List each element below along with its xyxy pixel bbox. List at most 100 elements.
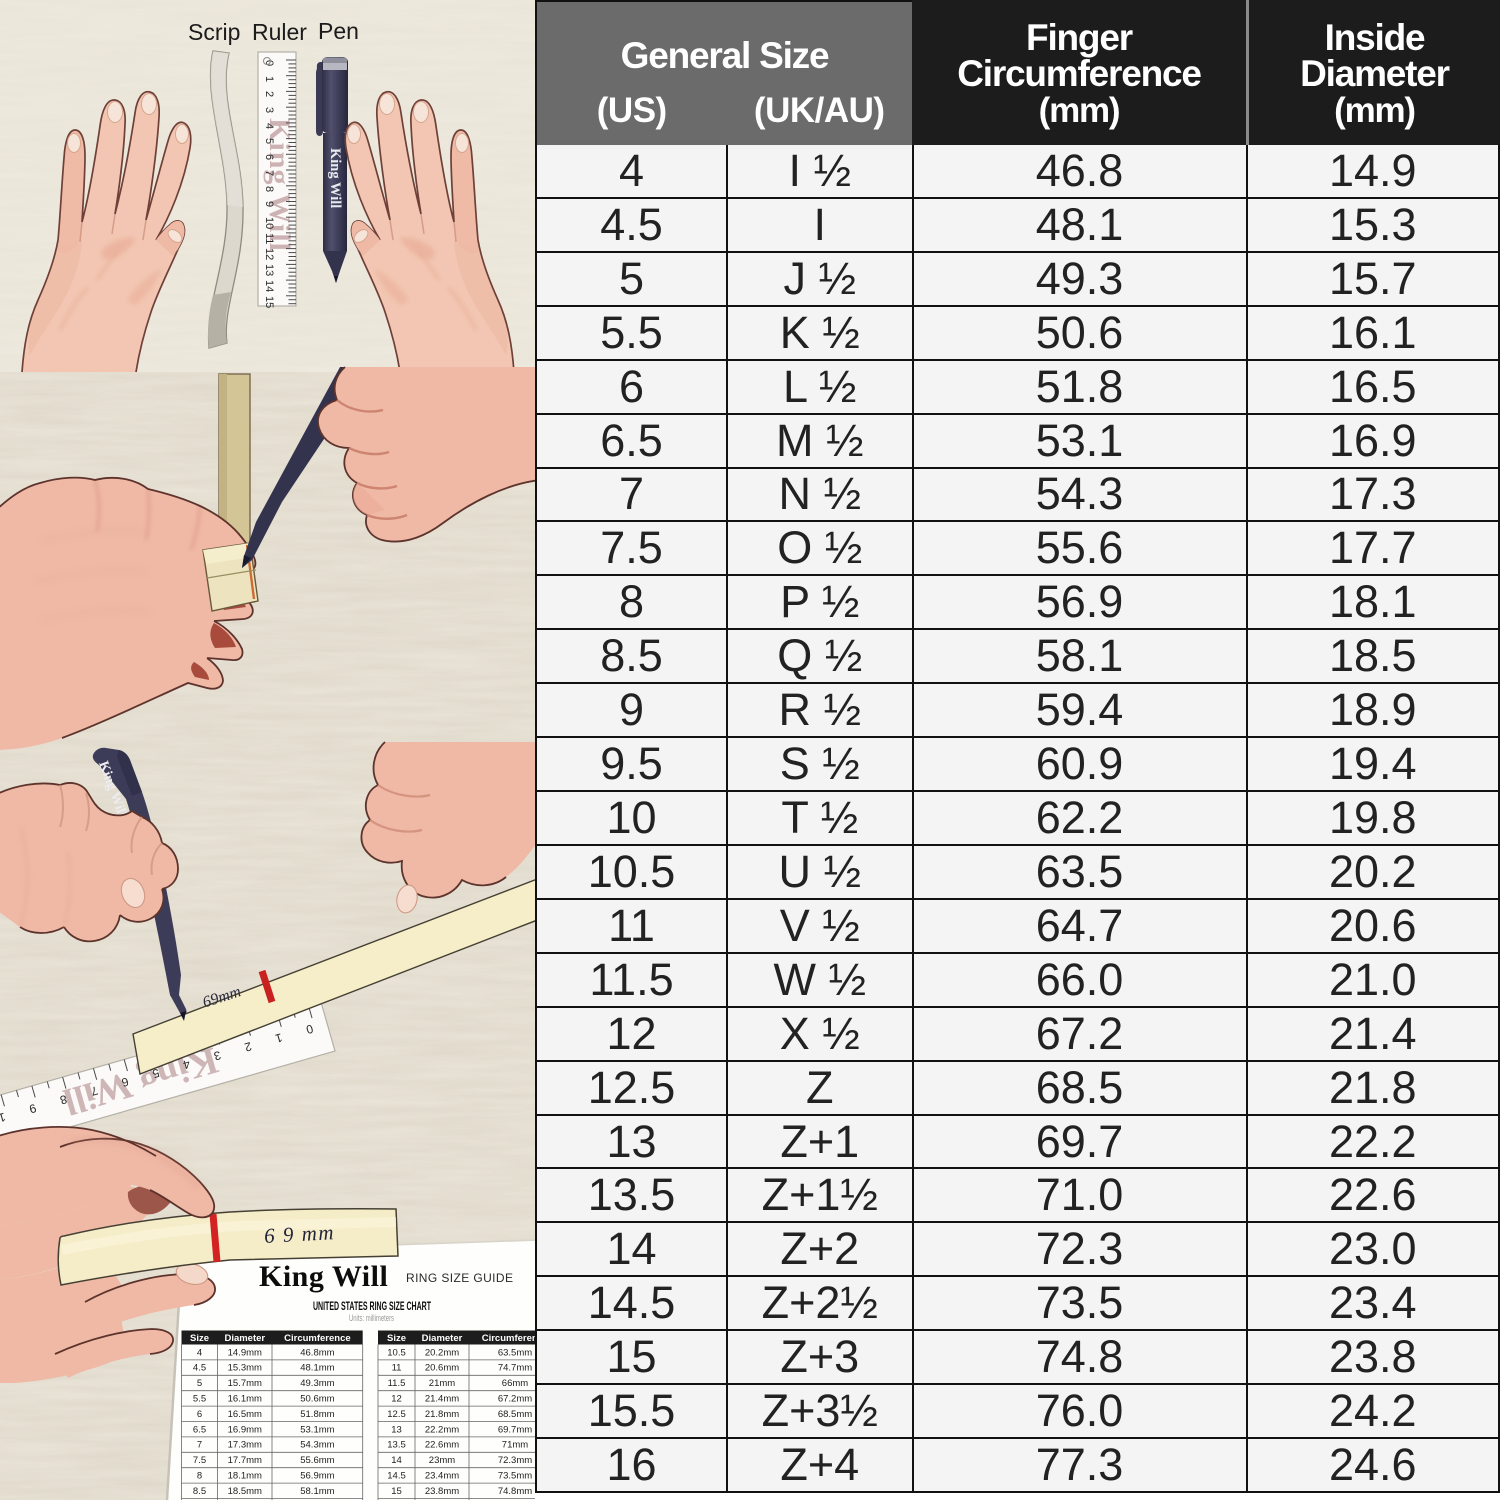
svg-text:Circumference: Circumference: [482, 1333, 535, 1344]
svg-text:7: 7: [89, 1083, 100, 1098]
svg-text:17.7mm: 17.7mm: [228, 1455, 262, 1466]
svg-text:14: 14: [391, 1455, 402, 1466]
svg-text:Size: Size: [190, 1333, 209, 1344]
svg-text:UNITED STATES RING SIZE CHART: UNITED STATES RING SIZE CHART: [313, 1299, 431, 1313]
svg-text:8.5: 8.5: [193, 1486, 206, 1497]
svg-text:King Will: King Will: [327, 148, 343, 208]
svg-text:Diameter: Diameter: [224, 1333, 265, 1344]
svg-text:14.5: 14.5: [387, 1471, 406, 1482]
svg-text:13: 13: [263, 264, 275, 276]
svg-text:23.4mm: 23.4mm: [425, 1471, 459, 1482]
svg-text:12: 12: [391, 1394, 402, 1405]
svg-text:23.8mm: 23.8mm: [425, 1486, 459, 1497]
svg-text:6: 6: [263, 154, 275, 160]
svg-text:0: 0: [263, 60, 275, 66]
svg-text:20.6mm: 20.6mm: [425, 1363, 459, 1374]
svg-text:5.5: 5.5: [193, 1394, 206, 1405]
svg-text:King Will: King Will: [263, 118, 296, 252]
svg-text:16.9mm: 16.9mm: [228, 1424, 262, 1435]
svg-text:5: 5: [150, 1066, 161, 1081]
svg-text:21.4mm: 21.4mm: [425, 1394, 459, 1405]
svg-text:Ruler: Ruler: [252, 19, 307, 45]
svg-text:15.3mm: 15.3mm: [228, 1363, 262, 1374]
svg-text:Units: millimeters: Units: millimeters: [349, 1313, 394, 1323]
svg-text:68.5mm: 68.5mm: [498, 1409, 532, 1420]
svg-text:12: 12: [263, 248, 275, 260]
svg-text:9: 9: [263, 201, 275, 207]
svg-text:Size: Size: [387, 1333, 406, 1344]
svg-text:49.3mm: 49.3mm: [300, 1378, 334, 1389]
svg-text:10: 10: [263, 217, 275, 229]
svg-text:4.5: 4.5: [193, 1363, 206, 1374]
svg-text:69.7mm: 69.7mm: [498, 1424, 532, 1435]
svg-text:15: 15: [263, 296, 275, 308]
svg-text:54.3mm: 54.3mm: [300, 1440, 334, 1451]
svg-text:10: 10: [0, 1110, 7, 1127]
svg-text:15: 15: [391, 1486, 402, 1497]
svg-text:6 9 mm: 6 9 mm: [264, 1220, 336, 1248]
svg-text:16.5mm: 16.5mm: [228, 1409, 262, 1420]
svg-text:4: 4: [197, 1347, 202, 1358]
svg-text:Circumference: Circumference: [284, 1333, 351, 1344]
svg-text:8: 8: [263, 186, 275, 192]
svg-text:22.2mm: 22.2mm: [425, 1424, 459, 1435]
svg-text:7: 7: [263, 170, 275, 176]
svg-text:11: 11: [392, 1363, 402, 1374]
svg-text:23mm: 23mm: [429, 1455, 455, 1466]
svg-text:8: 8: [58, 1092, 69, 1107]
svg-text:56.9mm: 56.9mm: [300, 1471, 334, 1482]
svg-text:7.5: 7.5: [193, 1455, 206, 1466]
svg-text:48.1mm: 48.1mm: [300, 1363, 334, 1374]
svg-text:4: 4: [181, 1057, 192, 1072]
svg-text:Diameter: Diameter: [422, 1333, 463, 1344]
svg-text:8: 8: [197, 1471, 202, 1482]
svg-text:21mm: 21mm: [429, 1378, 455, 1389]
svg-text:66mm: 66mm: [502, 1378, 528, 1389]
svg-text:16.1mm: 16.1mm: [228, 1394, 262, 1405]
svg-text:15.7mm: 15.7mm: [228, 1378, 262, 1389]
svg-text:18.1mm: 18.1mm: [228, 1471, 262, 1482]
svg-text:3: 3: [263, 107, 275, 113]
svg-text:11.5: 11.5: [388, 1378, 406, 1389]
svg-text:1: 1: [273, 1030, 284, 1045]
svg-text:72.3mm: 72.3mm: [498, 1455, 532, 1466]
svg-text:3: 3: [212, 1048, 223, 1063]
svg-text:1: 1: [263, 76, 275, 82]
svg-text:21.8mm: 21.8mm: [425, 1409, 459, 1420]
svg-text:55.6mm: 55.6mm: [300, 1455, 334, 1466]
svg-text:73.5mm: 73.5mm: [498, 1471, 532, 1482]
svg-text:18.5mm: 18.5mm: [228, 1486, 262, 1497]
svg-text:71mm: 71mm: [502, 1440, 528, 1451]
svg-text:6: 6: [120, 1074, 131, 1089]
svg-text:46.8mm: 46.8mm: [300, 1347, 334, 1358]
svg-text:50.6mm: 50.6mm: [300, 1394, 334, 1405]
svg-text:Scrip: Scrip: [188, 19, 240, 45]
svg-text:6.5: 6.5: [193, 1424, 206, 1435]
svg-text:53.1mm: 53.1mm: [300, 1424, 334, 1435]
svg-text:74.7mm: 74.7mm: [498, 1363, 532, 1374]
svg-text:22.6mm: 22.6mm: [425, 1440, 459, 1451]
svg-text:20.2mm: 20.2mm: [425, 1347, 459, 1358]
svg-text:67.2mm: 67.2mm: [498, 1394, 532, 1405]
svg-text:58.1mm: 58.1mm: [300, 1486, 334, 1497]
svg-text:63.5mm: 63.5mm: [498, 1347, 532, 1358]
svg-text:74.8mm: 74.8mm: [498, 1486, 532, 1497]
svg-text:5: 5: [197, 1378, 202, 1389]
svg-text:0: 0: [304, 1021, 315, 1036]
svg-text:9: 9: [27, 1101, 38, 1116]
svg-text:King Will: King Will: [259, 1260, 388, 1293]
svg-text:4: 4: [263, 123, 275, 129]
svg-text:5: 5: [263, 138, 275, 144]
svg-text:14: 14: [263, 280, 275, 292]
svg-text:14.9mm: 14.9mm: [228, 1347, 262, 1358]
svg-text:7: 7: [197, 1440, 202, 1451]
svg-text:2: 2: [243, 1039, 254, 1054]
svg-text:13.5: 13.5: [387, 1440, 406, 1451]
svg-text:Pen: Pen: [318, 18, 359, 44]
svg-text:51.8mm: 51.8mm: [300, 1409, 334, 1420]
svg-text:17.3mm: 17.3mm: [228, 1440, 262, 1451]
svg-text:6: 6: [197, 1409, 202, 1420]
svg-text:13: 13: [391, 1424, 402, 1435]
svg-text:11: 11: [263, 233, 275, 244]
svg-text:2: 2: [263, 91, 275, 97]
